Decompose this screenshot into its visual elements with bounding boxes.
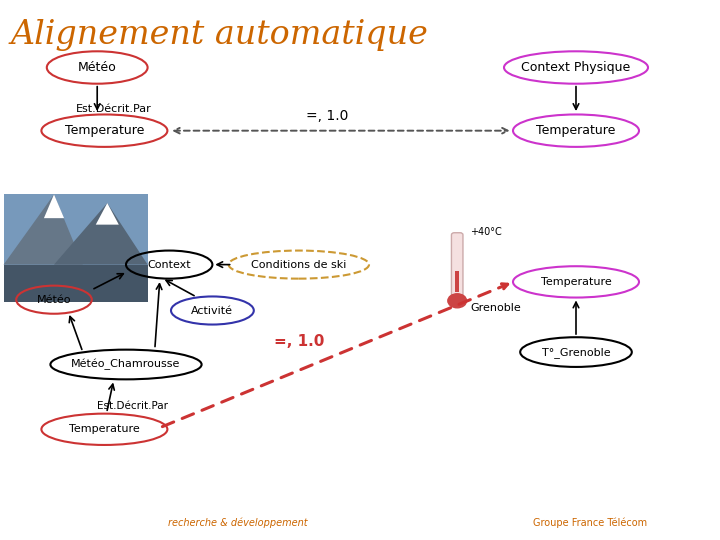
Text: Météo_Chamrousse: Météo_Chamrousse	[71, 359, 181, 370]
FancyBboxPatch shape	[4, 194, 148, 302]
FancyBboxPatch shape	[451, 233, 463, 296]
Text: recherche & développement: recherche & développement	[168, 518, 307, 528]
FancyBboxPatch shape	[456, 271, 459, 292]
Text: =, 1.0: =, 1.0	[274, 334, 324, 349]
Text: T°_Grenoble: T°_Grenoble	[541, 347, 611, 357]
Text: Groupe France Télécom: Groupe France Télécom	[534, 518, 647, 528]
Text: =, 1.0: =, 1.0	[307, 109, 348, 123]
Circle shape	[448, 294, 467, 308]
Text: Grenoble: Grenoble	[470, 303, 521, 313]
Polygon shape	[4, 194, 83, 265]
Text: Context Physique: Context Physique	[521, 61, 631, 74]
Text: Temperature: Temperature	[536, 124, 616, 137]
FancyBboxPatch shape	[4, 265, 148, 302]
Text: Temperature: Temperature	[541, 277, 611, 287]
Text: +40°C: +40°C	[470, 227, 502, 237]
Text: Temperature: Temperature	[65, 124, 144, 137]
Polygon shape	[44, 194, 64, 218]
Text: Est.Décrit.Par: Est.Décrit.Par	[97, 401, 168, 411]
Text: Temperature: Temperature	[69, 424, 140, 434]
Polygon shape	[54, 203, 148, 265]
Text: Context: Context	[148, 260, 191, 269]
Text: Activité: Activité	[192, 306, 233, 315]
Text: Est.Décrit.Par: Est.Décrit.Par	[76, 104, 151, 114]
Text: Conditions de ski: Conditions de ski	[251, 260, 346, 269]
Text: Météo: Météo	[37, 295, 71, 305]
Text: Météo: Météo	[78, 61, 117, 74]
Polygon shape	[96, 203, 119, 225]
Text: Alignement automatique: Alignement automatique	[11, 19, 428, 51]
